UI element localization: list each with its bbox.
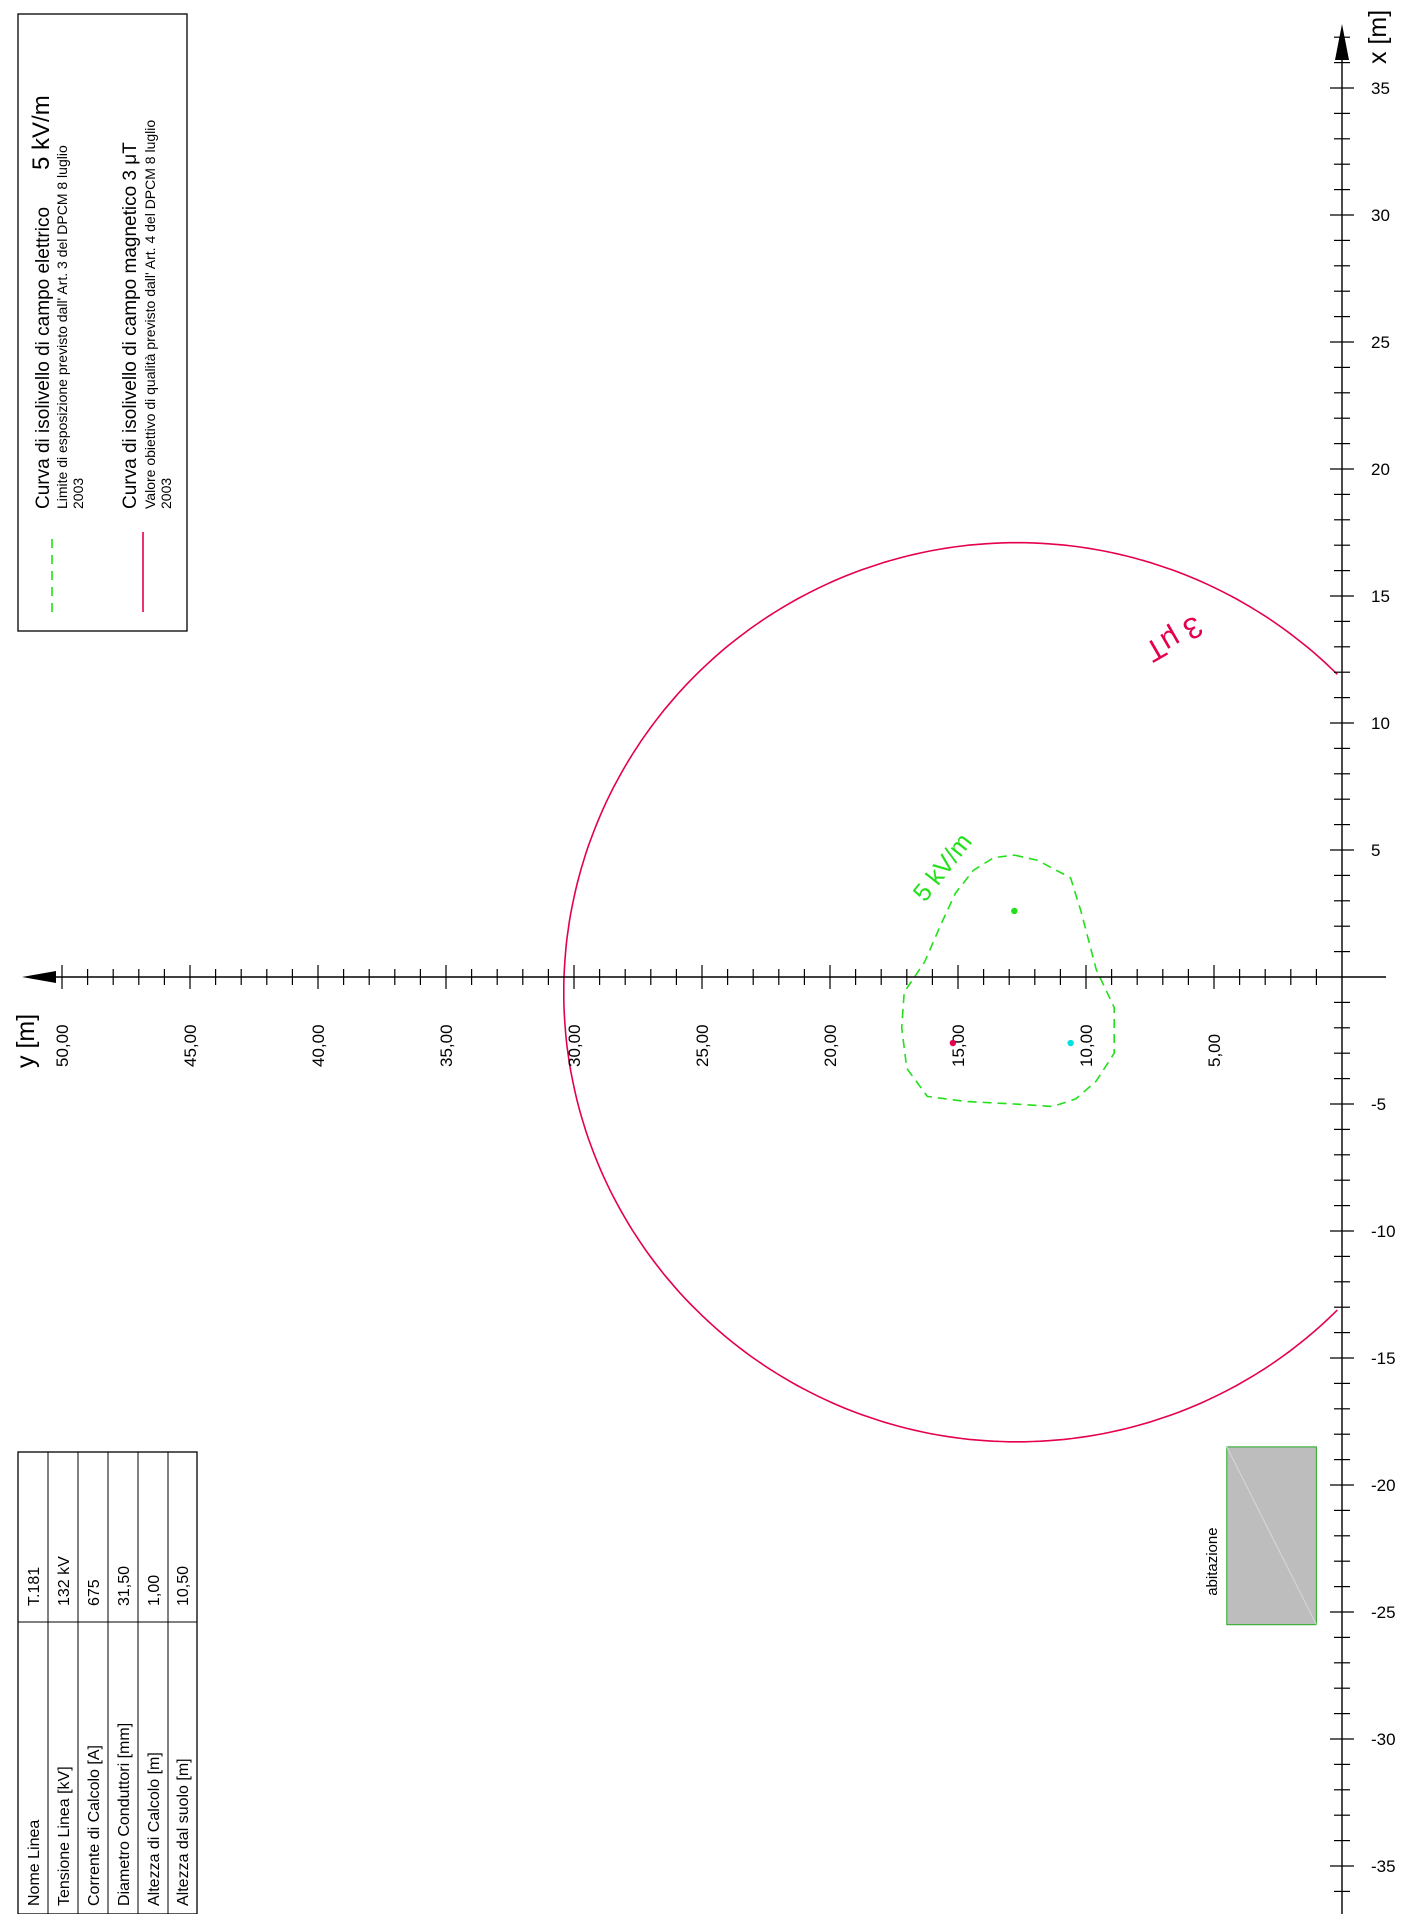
x-tick-label: -30 (1371, 1730, 1396, 1749)
y-tick-label: 50,00 (53, 1024, 72, 1067)
legend-electric-note: Limite di esposizione previsto dall' Art… (54, 145, 70, 509)
y-axis-title: y [m] (12, 1014, 40, 1068)
legend-electric-year: 2003 (70, 478, 86, 509)
x-tick-label: 10 (1371, 714, 1390, 733)
conductor-point (1067, 1039, 1074, 1047)
y-tick-label: 25,00 (693, 1024, 712, 1067)
y-tick-label: 30,00 (565, 1024, 584, 1067)
line-parameters-table: Nome Linea T.181 Tensione Linea [kV] 132… (17, 1451, 198, 1914)
table-value-nome-linea: T.181 (26, 1567, 43, 1606)
y-tick-label: 35,00 (437, 1024, 456, 1067)
table-label-altezza-suolo: Altezza dal suolo [m] (175, 1758, 192, 1906)
y-tick-label: 10,00 (1077, 1024, 1096, 1067)
table-label-tensione: Tensione Linea [kV] (56, 1766, 73, 1906)
table-value-altezza-calcolo: 1,00 (146, 1575, 163, 1606)
legend-magnetic-year: 2003 (158, 478, 174, 509)
legend-magnetic-title: Curva di isolivello di campo magnetico 3… (120, 142, 141, 509)
x-tick-label: 30 (1371, 206, 1390, 225)
x-tick-label: -25 (1371, 1603, 1396, 1622)
table-value-tensione: 132 kV (56, 1556, 73, 1606)
table-value-diametro: 31,50 (116, 1566, 133, 1606)
x-tick-label: -35 (1371, 1857, 1396, 1876)
magnetic-curve-label: 3 μT (1139, 609, 1208, 668)
x-tick-label: -10 (1371, 1222, 1396, 1241)
table-label-nome-linea: Nome Linea (26, 1820, 43, 1906)
conductor-point (1011, 907, 1018, 915)
electric-isolevel-curve (900, 854, 1115, 1108)
building-label: abitazione (1204, 1527, 1221, 1595)
x-tick-label: 15 (1371, 587, 1390, 606)
x-tick-label: -20 (1371, 1476, 1396, 1495)
table-label-corrente: Corrente di Calcolo [A] (86, 1745, 103, 1906)
conductor-point (949, 1039, 957, 1047)
legend-electric-title: Curva di isolivello di campo elettrico (33, 207, 54, 509)
magnetic-isolevel-curve (563, 541, 1338, 1443)
table-value-corrente: 675 (86, 1579, 103, 1606)
conductors (949, 907, 1074, 1047)
axes: 35 30 25 20 15 10 5 -5 -10 -15 -20 -25 -30 -35 50,00 45… (12, 10, 1396, 1914)
electric-curve-label: 5 kV/m (908, 828, 978, 907)
table-grid (18, 1452, 197, 1914)
legend-box (17, 13, 188, 632)
x-axis-arrowhead (1335, 24, 1349, 60)
x-tick-label: 20 (1371, 460, 1390, 479)
building: abitazione (1204, 1446, 1317, 1626)
x-tick-label: -15 (1371, 1349, 1396, 1368)
x-tick-label: 35 (1371, 79, 1390, 98)
table-label-diametro: Diametro Conduttori [mm] (116, 1723, 133, 1906)
y-tick-label: 45,00 (181, 1024, 200, 1067)
table-value-altezza-suolo: 10,50 (175, 1566, 192, 1606)
legend: Curva di isolivello di campo elettrico 5… (17, 13, 188, 632)
table-label-altezza-calcolo: Altezza di Calcolo [m] (146, 1752, 163, 1906)
building-diagonal (1226, 1446, 1317, 1625)
y-tick-label: 15,00 (949, 1024, 968, 1067)
x-axis-title: x [m] (1364, 10, 1392, 64)
y-tick-label: 40,00 (309, 1024, 328, 1067)
y-axis-arrowhead (22, 971, 56, 983)
x-tick-label: -5 (1371, 1095, 1386, 1114)
y-tick-label: 20,00 (821, 1024, 840, 1067)
x-tick-label: 5 (1371, 841, 1380, 860)
legend-electric-value: 5 kV/m (28, 95, 55, 170)
x-tick-label: 25 (1371, 333, 1390, 352)
legend-magnetic-note: Valore obiettivo di qualità previsto dal… (142, 120, 158, 509)
y-tick-label: 5,00 (1205, 1034, 1224, 1067)
